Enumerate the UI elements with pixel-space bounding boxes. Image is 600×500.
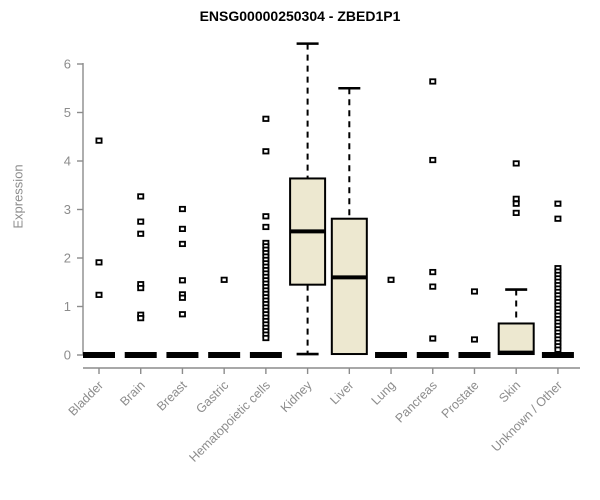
outlier-point: [262, 148, 270, 155]
outlier-point: [137, 230, 145, 237]
x-tick-label-unknown-other: Unknown / Other: [489, 378, 565, 454]
outlier-point: [470, 288, 478, 295]
y-tick-label: 1: [64, 299, 71, 314]
outlier-point: [429, 335, 437, 342]
x-tick-label-kidney: Kidney: [278, 378, 315, 415]
x-tick-label-liver: Liver: [327, 378, 356, 407]
box-gastric: [208, 276, 241, 358]
box-hematopoietic-cells: [249, 115, 282, 358]
outlier-point: [137, 284, 145, 292]
x-tick-label-lung: Lung: [369, 378, 399, 408]
outlier-point: [178, 240, 186, 248]
outlier-point: [512, 195, 520, 202]
outlier-point: [95, 137, 103, 144]
y-axis: 0 1 2 3 4 5 6: [64, 57, 84, 363]
outlier-point: [554, 215, 562, 222]
outlier-point: [178, 205, 186, 213]
outlier-point: [178, 294, 186, 301]
x-tick-label-gastric: Gastric: [193, 378, 231, 416]
outlier-point: [429, 78, 437, 85]
outlier-point: [262, 223, 270, 231]
box-skin: [497, 160, 535, 356]
x-tick-label-skin: Skin: [496, 378, 523, 405]
box-brain: [124, 193, 157, 358]
outlier-point: [429, 268, 437, 276]
box-breast: [166, 205, 199, 358]
y-tick-label: 2: [64, 251, 71, 266]
outlier-point: [512, 209, 520, 216]
outlier-point: [178, 225, 186, 232]
outlier-point: [512, 200, 520, 207]
outlier-point: [262, 115, 270, 122]
x-tick-label-brain: Brain: [117, 378, 148, 409]
x-tick-label-prostate: Prostate: [439, 378, 482, 421]
x-tick-label-pancreas: Pancreas: [393, 378, 440, 425]
outlier-point: [429, 156, 437, 164]
outlier-point: [95, 259, 103, 266]
outlier-point: [387, 276, 395, 283]
outlier-point: [262, 213, 270, 220]
x-tick-label-hematopoietic-cells: Hematopoietic cells: [186, 378, 273, 465]
outlier-point: [178, 277, 186, 284]
chart-title: ENSG00000250304 - ZBED1P1: [199, 8, 401, 24]
outlier-point: [137, 193, 145, 200]
y-tick-label: 6: [64, 57, 71, 72]
box-pancreas: [416, 78, 449, 358]
box-bladder: [83, 137, 115, 358]
outlier-point: [554, 200, 562, 207]
outlier-point: [554, 346, 562, 353]
outlier-point: [262, 334, 270, 342]
outlier-point: [137, 315, 145, 322]
outlier-point: [178, 311, 186, 318]
outlier-point: [137, 218, 145, 225]
box-unknown-other: [541, 200, 574, 358]
x-tick-label-breast: Breast: [154, 378, 190, 414]
box-prostate: [458, 288, 491, 358]
outlier-point: [429, 283, 437, 290]
outlier-point: [512, 160, 520, 167]
y-tick-label: 5: [64, 105, 71, 120]
outlier-point: [220, 276, 228, 283]
y-tick-label: 3: [64, 202, 71, 217]
y-tick-label: 0: [64, 348, 71, 363]
box-lung: [375, 276, 408, 358]
outlier-point: [95, 291, 103, 298]
box-kidney: [289, 42, 327, 356]
outlier-point: [470, 336, 478, 343]
y-tick-label: 4: [64, 154, 71, 169]
box-liver: [330, 86, 368, 356]
x-tick-label-bladder: Bladder: [66, 378, 106, 418]
